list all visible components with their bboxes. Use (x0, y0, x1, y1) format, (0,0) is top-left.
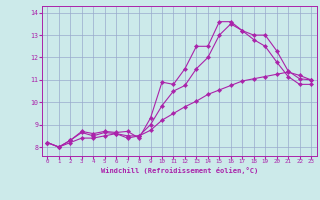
X-axis label: Windchill (Refroidissement éolien,°C): Windchill (Refroidissement éolien,°C) (100, 167, 258, 174)
